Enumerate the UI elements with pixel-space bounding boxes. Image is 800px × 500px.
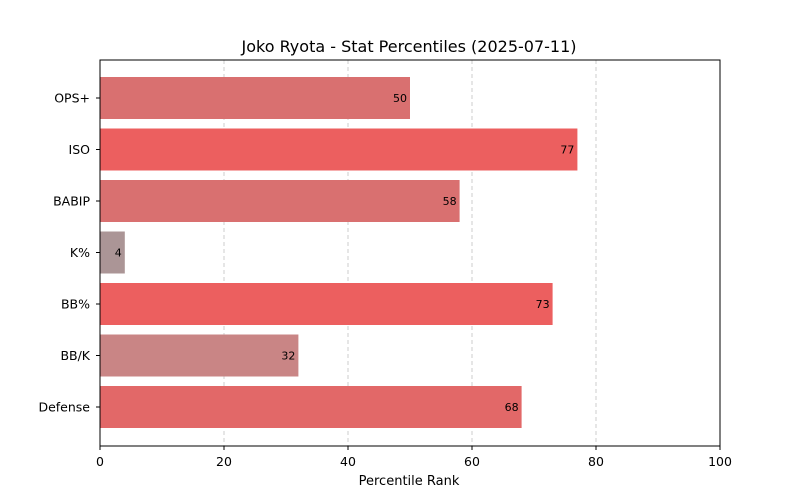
bar-value-label: 68 — [505, 401, 519, 414]
x-tick-label: 100 — [708, 454, 732, 469]
bar — [100, 128, 578, 171]
bar — [100, 77, 410, 119]
bar-value-label: 32 — [281, 350, 295, 363]
y-tick-label: OPS+ — [54, 91, 90, 106]
y-tick-label: BABIP — [53, 194, 90, 209]
bars — [100, 77, 578, 428]
bar-value-labels: 50 77 58 4 73 32 68 — [115, 92, 575, 414]
x-tick-label: 40 — [340, 454, 356, 469]
x-axis-label: Percentile Rank — [359, 474, 460, 489]
x-tick-label: 60 — [464, 454, 480, 469]
bar-value-label: 50 — [393, 92, 407, 105]
y-tick-label: K% — [70, 245, 90, 260]
bar — [100, 386, 522, 428]
bar-value-label: 4 — [115, 247, 122, 260]
y-tick-label: Defense — [38, 400, 90, 415]
chart-title: Joko Ryota - Stat Percentiles (2025-07-1… — [240, 37, 576, 56]
x-axis-ticks: 0 20 40 60 80 100 — [96, 446, 732, 469]
bar — [100, 231, 125, 274]
bar — [100, 283, 553, 325]
bar-value-label: 77 — [560, 144, 574, 157]
bar — [100, 180, 460, 222]
y-tick-label: ISO — [69, 142, 91, 157]
bar-value-label: 73 — [536, 298, 550, 311]
x-tick-label: 0 — [96, 454, 104, 469]
x-tick-label: 80 — [588, 454, 604, 469]
y-axis-ticks: OPS+ ISO BABIP K% BB% BB/K Defense — [38, 91, 100, 415]
bar — [100, 334, 299, 377]
y-tick-label: BB/K — [60, 348, 90, 363]
bar-value-label: 58 — [443, 195, 457, 208]
y-tick-label: BB% — [61, 297, 90, 312]
x-tick-label: 20 — [216, 454, 232, 469]
